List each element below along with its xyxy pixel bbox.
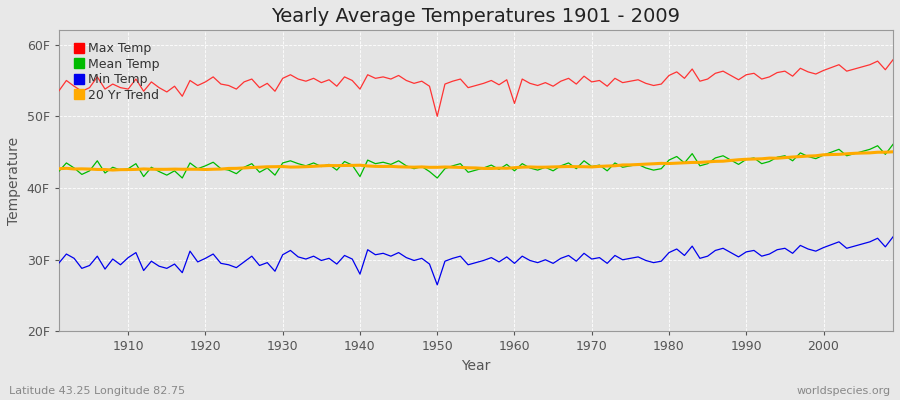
Legend: Max Temp, Mean Temp, Min Temp, 20 Yr Trend: Max Temp, Mean Temp, Min Temp, 20 Yr Tre…: [73, 40, 162, 104]
Text: Latitude 43.25 Longitude 82.75: Latitude 43.25 Longitude 82.75: [9, 386, 185, 396]
Y-axis label: Temperature: Temperature: [7, 137, 21, 225]
Text: worldspecies.org: worldspecies.org: [796, 386, 891, 396]
Title: Yearly Average Temperatures 1901 - 2009: Yearly Average Temperatures 1901 - 2009: [272, 7, 680, 26]
X-axis label: Year: Year: [461, 359, 491, 373]
